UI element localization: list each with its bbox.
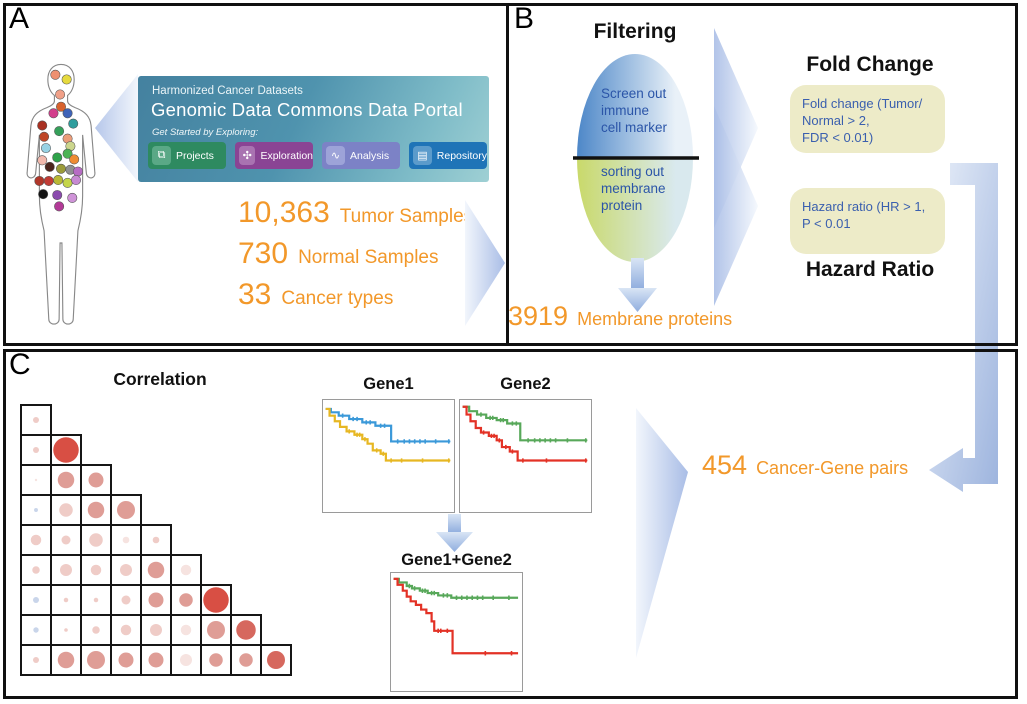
membrane-proteins-count: 3919: [508, 301, 569, 331]
stat-row: 33 Cancer types: [238, 278, 473, 312]
km-combined-title: Gene1+Gene2: [401, 551, 512, 569]
km-gene2-plot: [459, 399, 592, 513]
km-gene2-title: Gene2: [500, 375, 551, 393]
panel-b-label: B: [514, 2, 535, 35]
cancer-gene-pairs-result: 454 Cancer-Gene pairs: [702, 450, 908, 481]
fold-change-title: Fold Change: [806, 53, 934, 76]
gdc-button-exploration[interactable]: ✣ Exploration: [235, 142, 313, 169]
stat-label: Tumor Samples: [339, 206, 474, 227]
stat-label: Cancer types: [281, 288, 394, 309]
hazard-ratio-title: Hazard Ratio: [805, 258, 935, 281]
gdc-button-label: Analysis: [350, 149, 390, 162]
arrow-funnel-down: [618, 258, 657, 312]
arrow-hazard-to-pairs: [929, 163, 998, 492]
fold-change-criteria-box: Fold change (Tumor/ Normal > 2, FDR < 0.…: [790, 85, 945, 153]
stat-label: Normal Samples: [298, 247, 439, 268]
funnel-step2-text: sorting out membrane protein: [601, 164, 666, 213]
gdc-title: Genomic Data Commons Data Portal: [151, 99, 463, 120]
gdc-kicker: Harmonized Cancer Datasets: [152, 85, 303, 97]
gdc-button-analysis[interactable]: ∿ Analysis: [322, 142, 400, 169]
km-gene1-title: Gene1: [363, 375, 414, 393]
human-body-figure: [26, 63, 96, 325]
correlation-matrix: [20, 404, 292, 676]
arrow-genes-down: [436, 514, 473, 552]
panel-a-b-divider: [506, 3, 509, 346]
arrow-funnel-to-criteria: [714, 28, 758, 306]
arrow-gdc-to-body: [95, 74, 138, 182]
km-combined-plot: [390, 572, 523, 692]
membrane-proteins-result: 3919 Membrane proteins: [508, 301, 732, 332]
arrow-c-to-pairs: [636, 408, 688, 658]
filtering-funnel: [573, 54, 699, 262]
correlation-title: Correlation: [113, 369, 207, 389]
stat-value: 10,363: [238, 196, 330, 229]
filtering-title: Filtering: [593, 20, 677, 43]
projects-icon: ⧉: [152, 146, 171, 165]
repository-icon: ▤: [413, 146, 432, 165]
exploration-icon: ✣: [239, 146, 256, 165]
gdc-subtitle: Get Started by Exploring:: [152, 127, 259, 138]
gdc-button-label: Repository: [436, 149, 487, 162]
funnel-step1-text: Screen out immune cell marker: [601, 86, 668, 135]
gdc-button-repository[interactable]: ▤ Repository: [409, 142, 487, 169]
gdc-button-label: Projects: [176, 149, 214, 162]
stat-value: 730: [238, 237, 289, 270]
analysis-icon: ∿: [326, 146, 345, 165]
km-gene1-plot: [322, 399, 455, 513]
gdc-button-label: Exploration: [260, 149, 313, 162]
stat-value: 33: [238, 278, 272, 311]
gdc-portal-banner: Harmonized Cancer Datasets Genomic Data …: [138, 76, 489, 182]
gdc-button-row: ⧉ Projects ✣ Exploration ∿ Analysis ▤ Repositor…: [148, 142, 487, 169]
cancer-gene-pairs-label: Cancer-Gene pairs: [756, 458, 909, 478]
arrow-a-to-b: [465, 200, 505, 326]
panel-a-label: A: [9, 2, 30, 35]
stat-row: 10,363 Tumor Samples: [238, 196, 473, 230]
cancer-gene-pairs-count: 454: [702, 450, 748, 480]
stat-row: 730 Normal Samples: [238, 237, 473, 271]
dataset-stats: 10,363 Tumor Samples 730 Normal Samples 33 Ca…: [238, 196, 473, 319]
cancer-type-dots: [34, 69, 83, 212]
membrane-proteins-label: Membrane proteins: [577, 309, 733, 329]
gdc-button-projects[interactable]: ⧉ Projects: [148, 142, 226, 169]
hazard-ratio-criteria-box: Hazard ratio (HR > 1, P < 0.01: [790, 188, 945, 254]
panel-c-label: C: [9, 348, 31, 381]
